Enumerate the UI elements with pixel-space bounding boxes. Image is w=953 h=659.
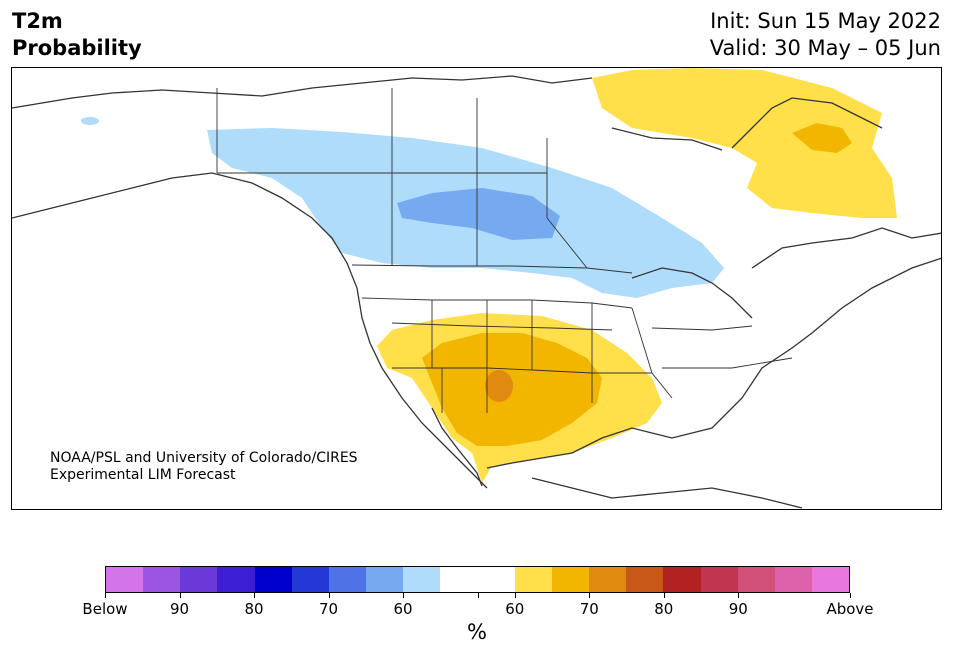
- colorbar-tick-label: 60: [505, 600, 525, 618]
- colorbar-center-tick: [477, 593, 479, 598]
- colorbar-swatch: [366, 567, 404, 592]
- colorbar-swatch: [217, 567, 255, 592]
- type-label: Probability: [12, 36, 142, 60]
- colorbar-unit: %: [467, 620, 487, 644]
- colorbar-swatch: [180, 567, 218, 592]
- colorbar-tick-label: 90: [169, 600, 190, 618]
- colorbar-tick: [850, 593, 851, 598]
- colorbar-tick-label: 90: [728, 600, 748, 618]
- colorbar-tick: [403, 593, 404, 598]
- colorbar-tick-label: Below: [82, 600, 128, 618]
- colorbar-swatch: [143, 567, 181, 592]
- colorbar-swatch: [477, 567, 515, 592]
- colorbar-swatch: [291, 567, 329, 592]
- credit-line-2: Experimental LIM Forecast: [50, 467, 236, 483]
- variable-label: T2m: [12, 9, 63, 33]
- political-borders: [216, 88, 793, 413]
- colorbar-swatch: [254, 567, 292, 592]
- colorbar-swatch: [700, 567, 738, 592]
- colorbar-tick: [179, 593, 181, 598]
- colorbar-tick-label: 80: [654, 600, 674, 618]
- colorbar-swatch: [774, 567, 812, 592]
- colorbar-tick: [254, 593, 255, 598]
- colorbar-swatch: [328, 567, 367, 592]
- colorbar-swatch: [811, 567, 850, 592]
- colorbar-tick: [663, 593, 665, 598]
- colorbar-tick-label: 70: [318, 600, 339, 618]
- credit-text: NOAA/PSL and University of Colorado/CIRE…: [50, 450, 358, 484]
- colorbar-swatch: [403, 567, 441, 592]
- colorbar-swatch: [440, 567, 478, 592]
- colorbar-tick-label: 80: [244, 600, 264, 618]
- colorbar-tick: [589, 593, 591, 598]
- colorbar-tick: [514, 593, 516, 598]
- init-date: Init: Sun 15 May 2022: [710, 9, 941, 33]
- valid-date: Valid: 30 May – 05 Jun: [709, 36, 941, 60]
- colorbar-tick: [738, 593, 740, 598]
- chart-title: T2m Probability: [12, 8, 142, 62]
- colorbar-tick-label: 70: [579, 600, 599, 618]
- colorbar-swatch: [514, 567, 552, 592]
- above-60-eastern-canada: [592, 68, 897, 218]
- colorbar-tick-label: 60: [393, 600, 413, 618]
- colorbar-swatch: [626, 567, 664, 592]
- date-info: Init: Sun 15 May 2022 Valid: 30 May – 05…: [710, 8, 941, 62]
- colorbar-swatch: [737, 567, 775, 592]
- coastlines: [12, 75, 941, 509]
- colorbar-swatch: [106, 567, 144, 592]
- colorbar-tick: [328, 593, 330, 598]
- above-70-labrador: [792, 123, 852, 153]
- map-canvas: [12, 68, 941, 509]
- below-70-region: [397, 188, 560, 240]
- colorbar-swatch: [663, 567, 701, 592]
- below-60-small-spot: [81, 117, 99, 125]
- colorbar-swatch: [551, 567, 590, 592]
- colorbar-tick: [105, 593, 106, 598]
- credit-line-1: NOAA/PSL and University of Colorado/CIRE…: [50, 450, 358, 466]
- above-80-spot: [485, 370, 513, 402]
- colorbar-swatch: [589, 567, 627, 592]
- colorbar-tick-label: Above: [826, 600, 874, 618]
- colorbar: [105, 566, 850, 593]
- forecast-map: NOAA/PSL and University of Colorado/CIRE…: [11, 67, 942, 510]
